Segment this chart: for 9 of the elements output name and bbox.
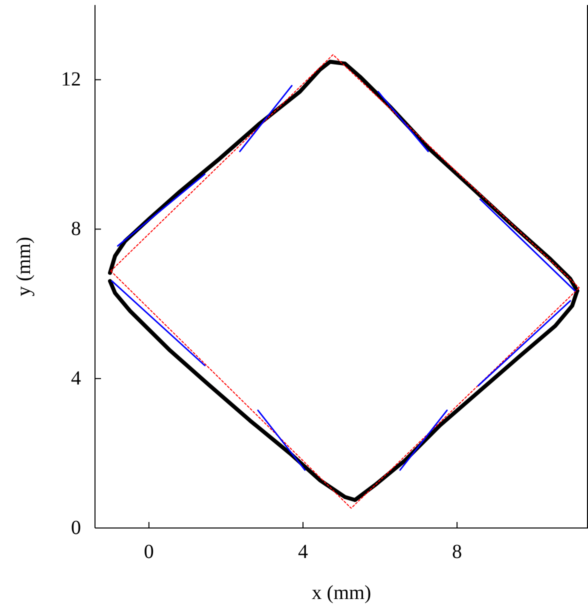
y-tick-label: 12 xyxy=(61,68,81,91)
x-axis-title: x (mm) xyxy=(312,582,372,604)
x-tick-label: 0 xyxy=(144,541,154,563)
y-axis-title: y (mm) xyxy=(13,236,35,296)
y-tick-label: 0 xyxy=(71,517,81,539)
y-tick-label: 4 xyxy=(71,368,81,390)
x-tick-label: 4 xyxy=(298,541,308,563)
x-tick-label: 8 xyxy=(452,541,462,563)
y-tick-label: 8 xyxy=(71,218,81,240)
